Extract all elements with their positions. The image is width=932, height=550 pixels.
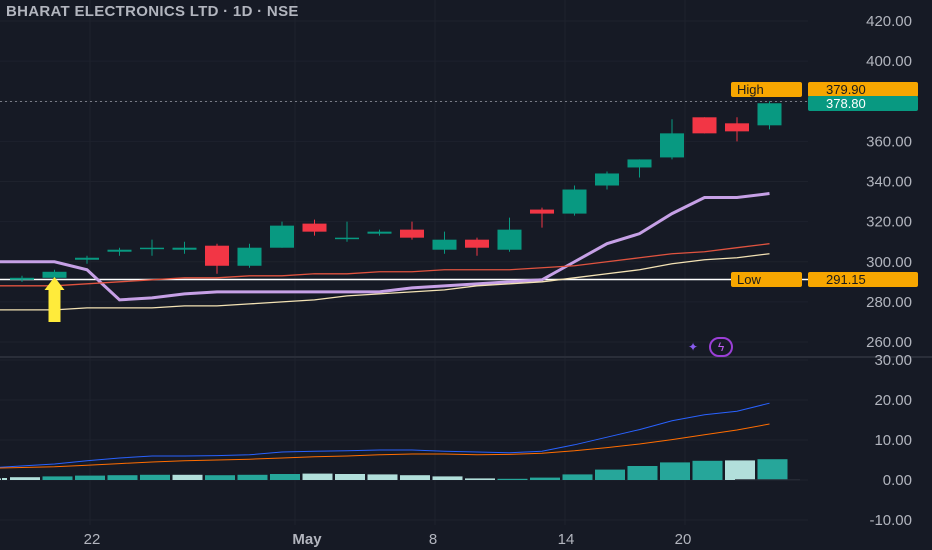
candle-body [725, 123, 749, 132]
signal-arrow-icon [44, 277, 65, 322]
histogram-bar [367, 474, 398, 480]
histogram-bar [562, 474, 593, 480]
x-axis-tick-label: 14 [558, 531, 575, 548]
y-axis-tick-label: 10.00 [874, 432, 912, 449]
histogram-bar [75, 475, 105, 480]
x-axis-tick-label: May [292, 531, 322, 548]
candle-body [42, 271, 67, 278]
y-axis-tick-label: 260.00 [866, 334, 912, 351]
candle-body [75, 257, 99, 260]
histogram-bar [400, 475, 430, 480]
chart-title: BHARAT ELECTRONICS LTD · 1D · NSE [6, 3, 299, 20]
histogram-bar [2, 478, 7, 480]
y-axis-tick-label: 420.00 [866, 13, 912, 30]
y-axis-tick-label: 280.00 [866, 294, 912, 311]
candle-body [107, 249, 132, 252]
moving-average-line [0, 243, 770, 287]
moving-average-line [0, 192, 770, 302]
x-axis-tick-label: 20 [675, 531, 692, 548]
histogram-bar [10, 477, 40, 480]
y-axis-tick-label: 20.00 [874, 392, 912, 409]
histogram-bar [172, 474, 203, 480]
candle-body [172, 247, 197, 250]
candle-body [432, 239, 457, 250]
low-value-badge: 291.15 [808, 272, 918, 287]
x-axis-tick-label: 8 [429, 531, 437, 548]
x-axis-tick-label: 22 [84, 531, 101, 548]
y-axis-tick-label: 360.00 [866, 133, 912, 150]
candle-body [400, 229, 424, 238]
candle-body [335, 237, 359, 240]
candle-body [205, 245, 229, 266]
candle-body [692, 117, 717, 134]
low-label-badge: Low [731, 272, 802, 287]
histogram-bar [530, 477, 560, 480]
candle-body [562, 189, 587, 214]
y-axis-tick-label: 400.00 [866, 53, 912, 70]
y-axis-tick-label: -10.00 [869, 512, 912, 529]
current-price-badge: 378.80 [808, 96, 918, 111]
histogram-bar [692, 460, 723, 480]
sparkle-icon: ✦ [688, 340, 699, 354]
histogram-bar [660, 462, 690, 480]
histogram-bar [107, 475, 138, 480]
y-axis-tick-label: 300.00 [866, 254, 912, 271]
histogram-bar [725, 460, 755, 480]
y-axis-tick-label: 320.00 [866, 214, 912, 231]
candle-body [530, 209, 554, 214]
candle-body [270, 225, 294, 248]
histogram-bar [497, 478, 528, 480]
candle-body [237, 247, 262, 266]
histogram-bar [42, 476, 73, 480]
candle-body [10, 277, 34, 280]
candle-body [595, 173, 619, 186]
candle-body [757, 103, 782, 126]
candle-body [302, 223, 327, 232]
indicator-line [0, 423, 770, 469]
high-label-badge: High [731, 82, 802, 97]
histogram-bar [237, 474, 268, 480]
high-value-badge: 379.90 [808, 82, 918, 97]
y-axis-tick-label: 340.00 [866, 174, 912, 191]
lightning-icon[interactable]: ϟ [709, 337, 733, 357]
candle-body [497, 229, 522, 250]
candle-body [627, 159, 652, 168]
y-axis-tick-label: 30.00 [874, 352, 912, 369]
histogram-bar [302, 473, 333, 480]
candle-body [367, 231, 392, 234]
histogram-bar [757, 459, 788, 480]
histogram-bar [432, 476, 463, 480]
histogram-bar [270, 474, 300, 480]
y-axis-tick-label: 0.00 [883, 472, 912, 489]
histogram-bar [0, 478, 1, 480]
histogram-bar [465, 478, 495, 480]
histogram-bar [205, 475, 235, 480]
indicator-line [0, 402, 770, 468]
candle-body [660, 133, 684, 158]
histogram-bar [335, 474, 365, 480]
histogram-bar [627, 466, 658, 480]
histogram-bar [140, 474, 170, 480]
moving-average-line [0, 253, 770, 311]
candle-body [140, 247, 164, 250]
histogram-bar [595, 469, 625, 480]
candle-body [465, 239, 489, 248]
